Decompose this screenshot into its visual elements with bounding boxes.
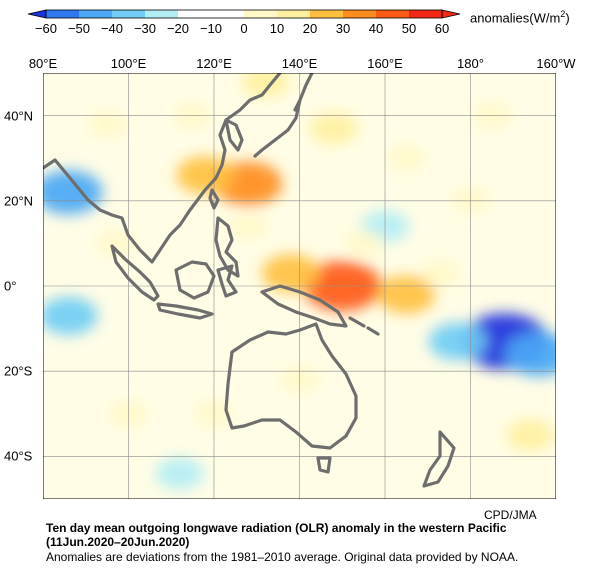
- caption-title: Ten day mean outgoing longwave radiation…: [46, 521, 507, 535]
- australia-coastline: [224, 322, 358, 450]
- philippines-coastline: [214, 216, 240, 278]
- longitude-label: 160°W: [536, 56, 576, 71]
- borneo-coastline: [174, 260, 216, 300]
- negative-anomaly-region: [155, 457, 204, 490]
- colorbar-unit-label: anomalies(W/m2): [470, 9, 570, 26]
- longitude-label: 100°E: [110, 56, 147, 71]
- tasmania-coastline: [316, 456, 332, 474]
- colorbar-segment: [79, 10, 112, 18]
- colorbar-tick-label: −50: [67, 21, 91, 36]
- longitude-label: 160°E: [367, 56, 403, 71]
- new-zealand-coastline: [422, 430, 456, 488]
- colorbar-segment: [244, 10, 277, 18]
- colorbar-tick-label: 0: [240, 21, 248, 36]
- positive-anomaly-region: [241, 73, 290, 98]
- solomon-islands-coastline: [348, 316, 380, 336]
- positive-anomaly-region: [309, 112, 358, 145]
- colorbar-segment: [211, 10, 244, 18]
- asia-coastline: [43, 73, 282, 264]
- new-guinea-coastline: [260, 284, 348, 328]
- colorbar-tick-label: 10: [269, 21, 285, 36]
- colorbar-segment: [145, 10, 178, 18]
- positive-anomaly-region: [377, 275, 436, 314]
- negative-anomaly-region: [43, 296, 98, 335]
- colorbar-segment: [46, 10, 79, 18]
- color-scale-bar: [27, 9, 461, 19]
- caption-note: Anomalies are deviations from the 1981–2…: [46, 550, 519, 564]
- colorbar-tick-label: −30: [133, 21, 157, 36]
- colorbar-segment: [178, 10, 211, 18]
- colorbar-tick-label: 30: [335, 21, 351, 36]
- latitude-label: 40°N: [4, 108, 34, 124]
- korea-coastline: [224, 118, 244, 152]
- colorbar-tick-label: 60: [434, 21, 450, 36]
- colorbar-segment: [277, 10, 310, 18]
- longitude-label: 80°E: [28, 56, 58, 71]
- colorbar-outline: [45, 9, 443, 19]
- sumatra-coastline: [110, 244, 160, 302]
- negative-anomaly-region: [428, 322, 487, 361]
- coastlines: [43, 73, 456, 488]
- colorbar-tick-label: −40: [100, 21, 124, 36]
- positive-anomaly-region: [88, 111, 127, 138]
- negative-anomaly-region: [43, 170, 103, 215]
- map-gridlines: [43, 73, 556, 499]
- colorbar-tick-label: −60: [34, 21, 58, 36]
- taiwan-coastline: [208, 188, 220, 210]
- java-coastline: [156, 302, 214, 320]
- longitude-label: 180°: [457, 56, 484, 71]
- caption-period: (11Jun.2020–20Jun.2020): [46, 535, 190, 549]
- colorbar-segment: [343, 10, 376, 18]
- colorbar-tick-label: 20: [302, 21, 318, 36]
- positive-anomaly-region: [506, 419, 555, 452]
- negative-anomaly-region: [504, 332, 556, 377]
- colorbar-tick-label: 40: [368, 21, 384, 36]
- colorbar-segment: [376, 10, 409, 18]
- credit-label: CPD/JMA: [484, 508, 537, 522]
- latitude-label: 40°S: [4, 448, 33, 464]
- positive-anomaly-region: [96, 230, 135, 257]
- longitude-label: 140°E: [281, 56, 318, 71]
- japan-coastline: [253, 73, 314, 158]
- colorbar-segment: [112, 10, 145, 18]
- positive-anomaly-region: [421, 260, 460, 287]
- positive-anomaly-region: [229, 213, 268, 240]
- latitude-label: 20°S: [4, 363, 33, 379]
- colorbar-segment: [310, 10, 343, 18]
- colorbar-segment: [409, 10, 442, 18]
- sulawesi-coastline: [216, 264, 238, 298]
- positive-anomaly-region: [261, 254, 320, 293]
- latitude-label: 20°N: [4, 193, 34, 209]
- longitude-label: 120°E: [196, 56, 232, 71]
- positive-anomaly-region: [387, 145, 426, 172]
- colorbar-tick-label: 50: [401, 21, 417, 36]
- positive-anomaly-region: [344, 230, 383, 257]
- colorbar-tick-label: −10: [199, 21, 223, 36]
- colorbar-tick-label: −20: [166, 21, 190, 36]
- anomaly-field: [43, 73, 556, 490]
- latitude-label: 0°: [4, 278, 17, 294]
